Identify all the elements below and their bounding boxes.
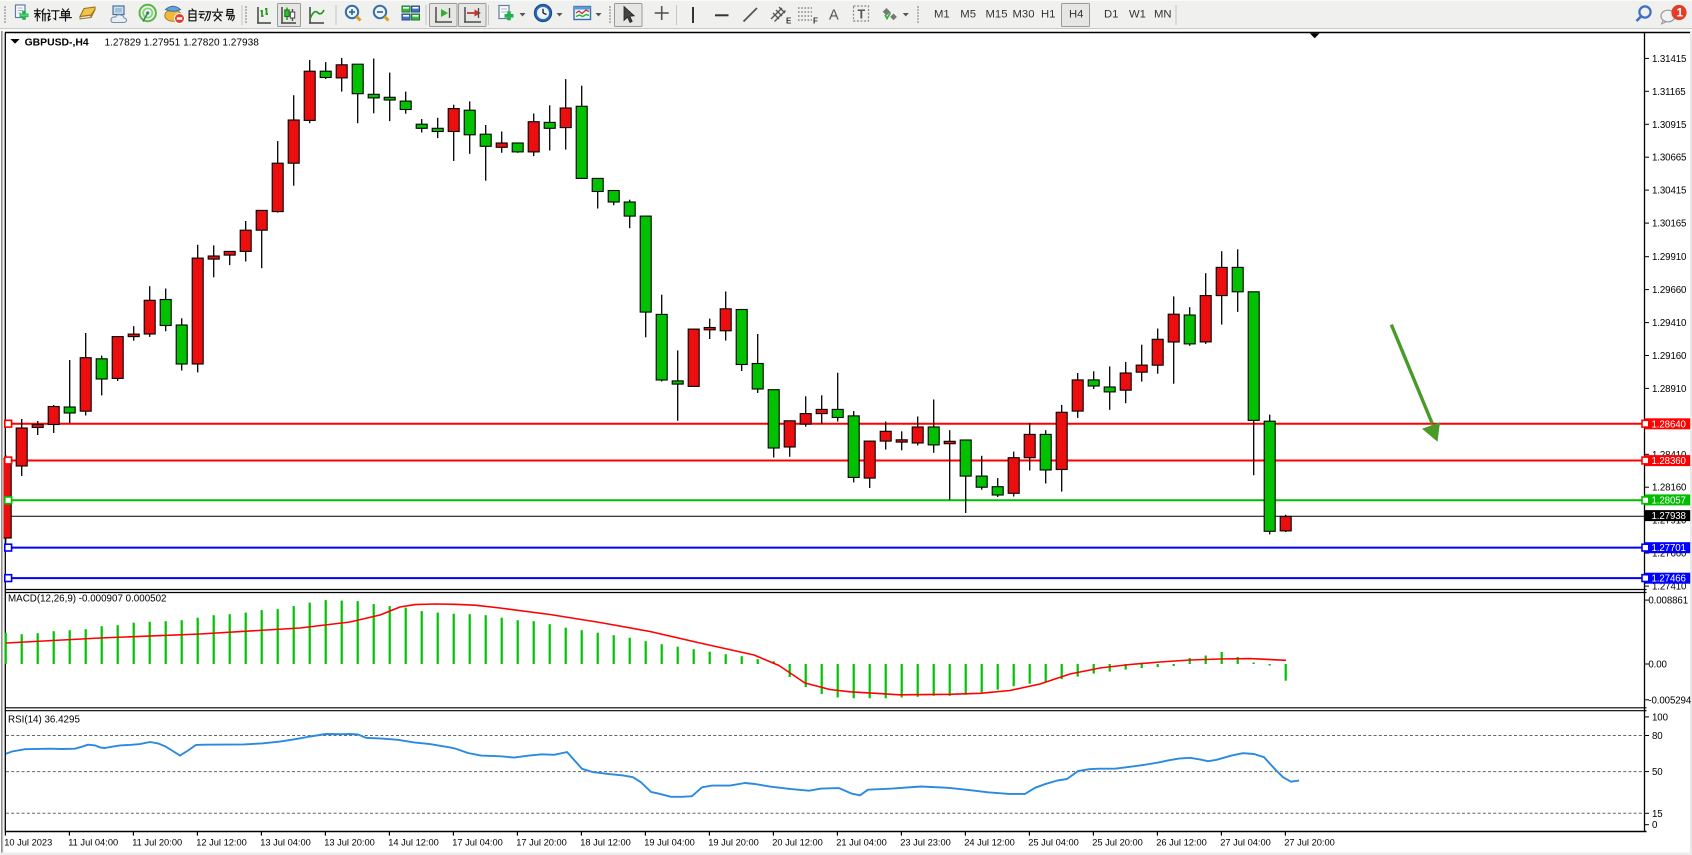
svg-text:17 Jul 20:00: 17 Jul 20:00: [516, 837, 567, 847]
svg-text:13 Jul 20:00: 13 Jul 20:00: [324, 837, 375, 847]
svg-text:11 Jul 20:00: 11 Jul 20:00: [132, 837, 182, 847]
svg-text:MACD(12,26,9) -0.000907 0.0005: MACD(12,26,9) -0.000907 0.000502: [8, 593, 167, 604]
svg-text:1.29910: 1.29910: [1652, 252, 1687, 263]
svg-text:12 Jul 12:00: 12 Jul 12:00: [196, 837, 247, 847]
svg-text:H4: H4: [1069, 9, 1083, 21]
svg-text:21 Jul 04:00: 21 Jul 04:00: [836, 837, 887, 847]
svg-text:27 Jul 04:00: 27 Jul 04:00: [1220, 837, 1271, 847]
svg-text:M15: M15: [986, 9, 1008, 21]
svg-text:11 Jul 04:00: 11 Jul 04:00: [68, 837, 118, 847]
svg-text:M5: M5: [960, 9, 976, 21]
svg-text:1.27410: 1.27410: [1652, 582, 1687, 593]
svg-text:1.31415: 1.31415: [1652, 54, 1686, 65]
svg-text:1.27910: 1.27910: [1652, 516, 1687, 527]
svg-text:25 Jul 20:00: 25 Jul 20:00: [1092, 837, 1143, 847]
svg-text:A: A: [829, 8, 839, 24]
svg-text:25 Jul 04:00: 25 Jul 04:00: [1028, 837, 1079, 847]
svg-text:-0.005294: -0.005294: [1648, 695, 1691, 706]
svg-text:15: 15: [1652, 809, 1663, 820]
svg-text:1.29160: 1.29160: [1652, 351, 1687, 362]
svg-text:E: E: [786, 17, 792, 26]
svg-text:23 Jul 23:00: 23 Jul 23:00: [900, 837, 951, 847]
svg-text:27 Jul 20:00: 27 Jul 20:00: [1284, 837, 1335, 847]
svg-text:1.27938: 1.27938: [1652, 511, 1686, 522]
svg-text:1.28910: 1.28910: [1652, 384, 1687, 395]
svg-text:GBPUSD-,H4: GBPUSD-,H4: [25, 37, 89, 48]
svg-text:M30: M30: [1013, 9, 1035, 21]
svg-text:1.27660: 1.27660: [1652, 549, 1687, 560]
svg-text:50: 50: [1652, 767, 1663, 778]
svg-text:1.27701: 1.27701: [1652, 543, 1686, 554]
svg-text:1.27466: 1.27466: [1652, 574, 1686, 585]
svg-text:RSI(14) 36.4295: RSI(14) 36.4295: [8, 714, 80, 725]
svg-text:1.29660: 1.29660: [1652, 285, 1687, 296]
svg-text:1: 1: [1677, 8, 1684, 20]
svg-text:H1: H1: [1041, 9, 1055, 21]
svg-text:M1: M1: [934, 9, 950, 21]
svg-text:0.00: 0.00: [1648, 660, 1667, 671]
svg-text:MN: MN: [1154, 9, 1172, 21]
svg-text:1.28640: 1.28640: [1652, 419, 1687, 430]
svg-text:80: 80: [1652, 731, 1663, 742]
svg-text:1.28057: 1.28057: [1652, 495, 1686, 506]
svg-text:1.30665: 1.30665: [1652, 153, 1686, 164]
svg-text:1.30415: 1.30415: [1652, 186, 1686, 197]
svg-text:F: F: [813, 17, 818, 26]
svg-text:18 Jul 12:00: 18 Jul 12:00: [580, 837, 631, 847]
svg-text:24 Jul 12:00: 24 Jul 12:00: [964, 837, 1015, 847]
svg-text:0: 0: [1652, 820, 1658, 831]
svg-text:1.31165: 1.31165: [1652, 87, 1686, 98]
svg-text:1.28360: 1.28360: [1652, 456, 1687, 467]
svg-text:10 Jul 2023: 10 Jul 2023: [4, 837, 52, 847]
svg-text:D1: D1: [1104, 9, 1118, 21]
svg-text:W1: W1: [1129, 9, 1146, 21]
svg-text:100: 100: [1652, 712, 1669, 723]
svg-text:1.29410: 1.29410: [1652, 318, 1687, 329]
svg-text:1.28160: 1.28160: [1652, 483, 1687, 494]
svg-text:14 Jul 12:00: 14 Jul 12:00: [388, 837, 439, 847]
svg-text:19 Jul 20:00: 19 Jul 20:00: [708, 837, 759, 847]
svg-text:1.30165: 1.30165: [1652, 219, 1686, 230]
svg-text:17 Jul 04:00: 17 Jul 04:00: [452, 837, 503, 847]
svg-text:0.008861: 0.008861: [1648, 596, 1688, 607]
svg-text:13 Jul 04:00: 13 Jul 04:00: [260, 837, 311, 847]
svg-text:1.27829 1.27951 1.27820 1.2793: 1.27829 1.27951 1.27820 1.27938: [105, 37, 260, 48]
svg-text:1.30915: 1.30915: [1652, 120, 1686, 131]
svg-text:20 Jul 12:00: 20 Jul 12:00: [772, 837, 823, 847]
svg-text:19 Jul 04:00: 19 Jul 04:00: [644, 837, 695, 847]
svg-text:T: T: [858, 8, 866, 22]
svg-text:26 Jul 12:00: 26 Jul 12:00: [1156, 837, 1207, 847]
